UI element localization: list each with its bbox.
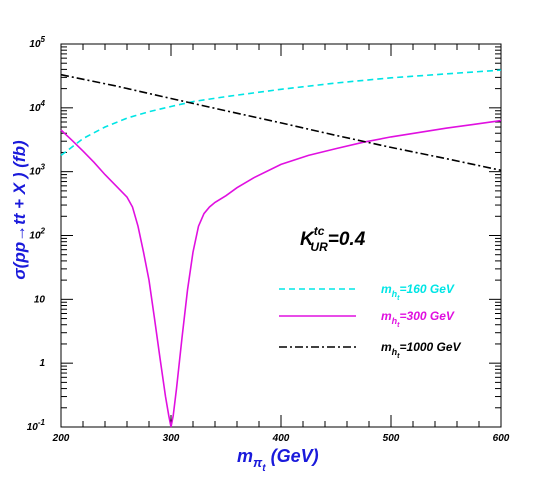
y-tick-label: 105 (29, 35, 45, 50)
y-tick-label: 103 (29, 163, 45, 178)
y-tick-label: 10-1 (27, 418, 46, 433)
legend-label: mht=1000 GeV (381, 340, 462, 360)
plot-frame (60, 43, 502, 428)
y-tick-label: 1 (39, 358, 45, 369)
x-tick-labels: 200 300 400 500 600 (52, 433, 510, 444)
axis-ticks (60, 43, 502, 428)
x-tick-label: 400 (272, 433, 290, 444)
series-line (60, 119, 502, 428)
series-lines (60, 69, 502, 428)
y-tick-label: 104 (29, 99, 45, 114)
x-tick-label: 300 (163, 433, 180, 444)
legend: mht=160 GeV mht=300 GeV mht=1000 GeV (279, 282, 462, 360)
series-line (60, 73, 502, 172)
y-axis-label: σ(pp→tt + X ) (fb) (10, 140, 29, 280)
legend-label: mht=300 GeV (381, 309, 455, 329)
y-tick-label: 102 (29, 227, 45, 242)
x-axis-label: mπt (GeV) (237, 446, 319, 474)
x-tick-label: 200 (52, 433, 70, 444)
x-tick-label: 600 (493, 433, 510, 444)
x-tick-label: 500 (383, 433, 400, 444)
y-tick-label: 10 (34, 294, 46, 305)
k-annotation: Ktc UR=0.4 (300, 224, 366, 254)
series-line (60, 69, 502, 157)
legend-label: mht=160 GeV (381, 282, 455, 302)
